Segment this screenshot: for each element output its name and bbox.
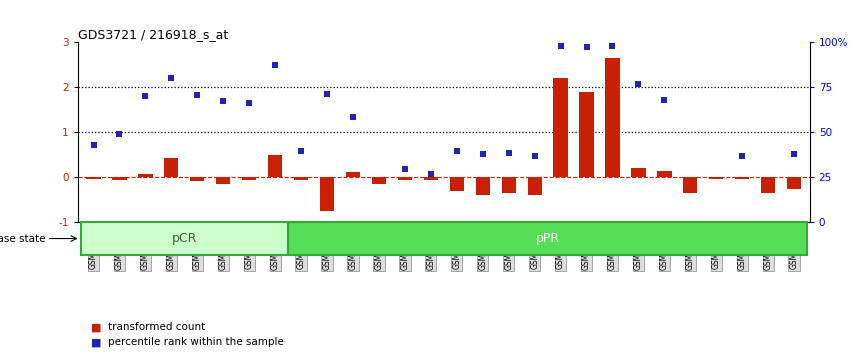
Bar <box>501 177 516 193</box>
Bar <box>527 177 542 195</box>
Text: GSM559050: GSM559050 <box>504 223 514 270</box>
Text: GDS3721 / 216918_s_at: GDS3721 / 216918_s_at <box>78 28 228 41</box>
Point <box>424 171 438 177</box>
Point <box>657 97 671 103</box>
Text: GSM559048: GSM559048 <box>452 223 462 269</box>
Text: GSM559058: GSM559058 <box>712 223 721 269</box>
Point <box>631 81 645 87</box>
Point <box>787 151 801 157</box>
Point <box>320 91 334 97</box>
Text: GSM559063: GSM559063 <box>115 223 124 270</box>
Text: GSM559054: GSM559054 <box>608 223 617 270</box>
Bar <box>787 177 801 188</box>
Point <box>735 153 749 159</box>
Point <box>87 142 100 148</box>
Point <box>294 148 308 154</box>
Bar <box>216 177 230 184</box>
Point <box>553 43 567 48</box>
Point <box>605 43 619 49</box>
Bar <box>631 168 645 177</box>
Point <box>579 44 593 50</box>
Text: GSM559060: GSM559060 <box>764 223 772 270</box>
Bar <box>288 222 807 255</box>
Bar <box>579 92 594 177</box>
Text: GSM559059: GSM559059 <box>738 223 746 270</box>
Bar <box>449 177 464 191</box>
Point <box>475 151 489 157</box>
Point <box>165 75 178 80</box>
Bar <box>165 158 178 177</box>
Bar <box>372 177 386 184</box>
Point <box>501 150 515 155</box>
Text: GSM559057: GSM559057 <box>686 223 695 270</box>
Bar <box>113 177 126 181</box>
Point <box>398 166 412 172</box>
Text: ■: ■ <box>91 322 101 332</box>
Point <box>449 148 463 154</box>
Bar <box>268 155 282 177</box>
Bar <box>553 79 568 177</box>
Bar <box>294 177 308 181</box>
Point <box>346 114 360 119</box>
Text: GSM559067: GSM559067 <box>219 223 228 270</box>
Text: ■: ■ <box>91 337 101 347</box>
Point <box>139 93 152 99</box>
Text: GSM559043: GSM559043 <box>322 223 332 270</box>
Text: GSM559065: GSM559065 <box>167 223 176 270</box>
Point <box>527 153 541 159</box>
Text: GSM559045: GSM559045 <box>374 223 384 270</box>
Bar <box>81 222 288 255</box>
Point <box>113 131 126 137</box>
Point <box>242 100 256 106</box>
Bar <box>242 177 256 179</box>
Point <box>268 62 282 68</box>
Text: GSM559069: GSM559069 <box>271 223 280 270</box>
Text: percentile rank within the sample: percentile rank within the sample <box>108 337 284 347</box>
Bar <box>683 177 697 193</box>
Bar <box>87 177 100 179</box>
Bar <box>605 58 620 177</box>
Text: GSM559056: GSM559056 <box>660 223 669 270</box>
Bar <box>397 177 412 181</box>
Text: GSM559066: GSM559066 <box>193 223 202 270</box>
Bar <box>657 171 671 177</box>
Text: transformed count: transformed count <box>108 322 205 332</box>
Point <box>191 93 204 98</box>
Text: GSM559055: GSM559055 <box>634 223 643 270</box>
Text: pCR: pCR <box>171 232 197 245</box>
Bar <box>139 174 152 177</box>
Text: GSM559042: GSM559042 <box>296 223 306 269</box>
Bar <box>475 177 490 195</box>
Text: pPR: pPR <box>535 232 559 245</box>
Bar <box>761 177 775 193</box>
Text: GSM559068: GSM559068 <box>245 223 254 269</box>
Text: GSM559062: GSM559062 <box>89 223 98 269</box>
Text: GSM559051: GSM559051 <box>530 223 540 269</box>
Bar <box>423 177 438 181</box>
Text: GSM559046: GSM559046 <box>400 223 410 270</box>
Text: GSM559047: GSM559047 <box>426 223 436 270</box>
Point <box>216 98 230 104</box>
Text: GSM559044: GSM559044 <box>348 223 358 270</box>
Bar <box>735 177 749 179</box>
Bar <box>320 177 334 211</box>
Text: disease state: disease state <box>0 234 46 244</box>
Bar <box>709 177 723 179</box>
Text: GSM559053: GSM559053 <box>582 223 591 270</box>
Text: GSM559052: GSM559052 <box>556 223 565 269</box>
Bar <box>191 177 204 181</box>
Text: GSM559061: GSM559061 <box>790 223 798 269</box>
Text: GSM559064: GSM559064 <box>141 223 150 270</box>
Bar <box>346 172 360 177</box>
Text: GSM559049: GSM559049 <box>478 223 488 270</box>
